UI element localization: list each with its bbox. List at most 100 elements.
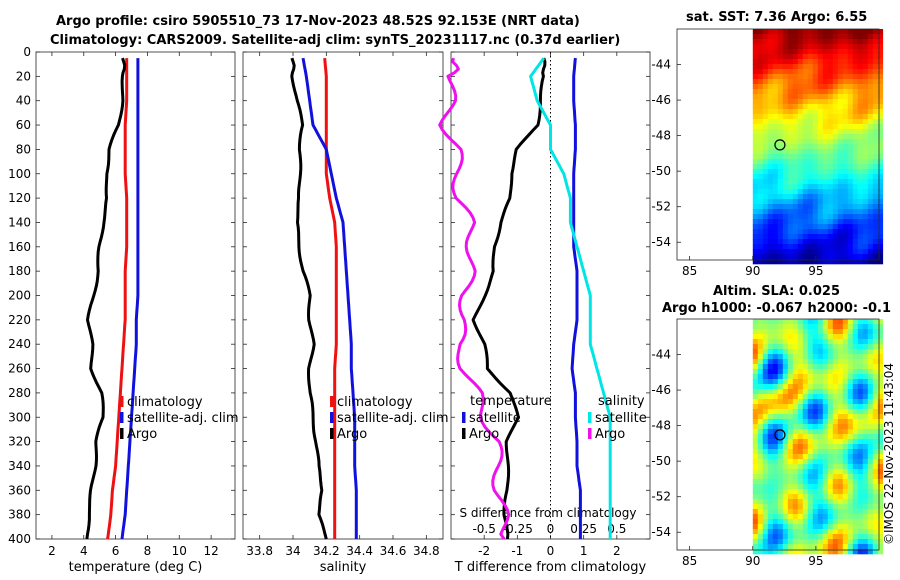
map-cell (792, 319, 799, 325)
map-cell (872, 169, 879, 175)
map-cell (862, 219, 869, 225)
map-cell (777, 159, 784, 165)
map-cell (782, 504, 789, 510)
map-cell (812, 329, 819, 335)
map-cell (762, 134, 769, 140)
map-cell (832, 159, 839, 165)
map-cell (752, 84, 759, 90)
map-cell (777, 334, 784, 340)
map-cell (847, 334, 854, 340)
map-cell (827, 259, 834, 265)
map-cell (802, 504, 809, 510)
map-cell (772, 234, 779, 240)
map-cell (867, 444, 874, 450)
map-cell (767, 424, 774, 430)
map-cell (772, 219, 779, 225)
map-cell (817, 519, 824, 525)
map-cell (812, 239, 819, 245)
map-cell (862, 234, 869, 240)
map-cell (862, 34, 869, 40)
map-lat-tick-label: -44 (651, 348, 671, 362)
map-cell (807, 164, 814, 170)
map-cell (772, 409, 779, 415)
map-cell (787, 489, 794, 495)
map-cell (762, 99, 769, 105)
map-cell (817, 444, 824, 450)
map-cell (862, 79, 869, 85)
map-cell (782, 459, 789, 465)
map-cell (872, 94, 879, 100)
map-cell (862, 479, 869, 485)
map-cell (772, 169, 779, 175)
map-cell (802, 239, 809, 245)
map-cell (752, 149, 759, 155)
map-cell (847, 144, 854, 150)
map-cell (822, 214, 829, 220)
map-cell (837, 174, 844, 180)
map-cell (807, 524, 814, 530)
map-cell (787, 199, 794, 205)
map-cell (792, 74, 799, 80)
map-cell (752, 254, 759, 260)
map-cell (807, 124, 814, 130)
map-cell (762, 394, 769, 400)
map-cell (817, 109, 824, 115)
map-cell (837, 164, 844, 170)
map-cell (862, 194, 869, 200)
map-cell (797, 39, 804, 45)
map-cell (787, 179, 794, 185)
map-cell (817, 439, 824, 445)
map-cell (852, 224, 859, 230)
map-cell (812, 539, 819, 545)
map-cell (877, 319, 884, 325)
map-cell (822, 234, 829, 240)
map-cell (802, 144, 809, 150)
map-lat-tick-label: -48 (651, 129, 671, 143)
map-cell (832, 204, 839, 210)
map-cell (847, 79, 854, 85)
map-cell (872, 454, 879, 460)
map-cell (832, 354, 839, 360)
map-cell (752, 249, 759, 255)
map-cell (867, 509, 874, 515)
map-cell (767, 549, 774, 555)
map-cell (877, 99, 884, 105)
map-cell (867, 374, 874, 380)
map-cell (767, 189, 774, 195)
map-cell (802, 64, 809, 70)
map-cell (842, 84, 849, 90)
map-cell (757, 509, 764, 515)
map-cell (852, 179, 859, 185)
map-cell (857, 329, 864, 335)
map-cell (842, 164, 849, 170)
map-cell (787, 384, 794, 390)
map-cell (762, 154, 769, 160)
map-cell (832, 544, 839, 550)
map-cell (787, 389, 794, 395)
map-cell (777, 104, 784, 110)
main-title-line1: Argo profile: csiro 5905510_73 17-Nov-20… (56, 14, 580, 29)
map-cell (852, 214, 859, 220)
map-cell (862, 484, 869, 490)
map-cell (847, 459, 854, 465)
map-cell (817, 539, 824, 545)
map-cell (777, 89, 784, 95)
map-cell (792, 379, 799, 385)
map-cell (797, 409, 804, 415)
map-cell (822, 129, 829, 135)
map-cell (812, 74, 819, 80)
map-cell (822, 349, 829, 355)
temp-legend-swatch (120, 412, 124, 423)
map-cell (752, 539, 759, 545)
imos-stamp: ©IMOS 22-Nov-2023 11:43:04 (882, 363, 896, 545)
map-cell (837, 489, 844, 495)
map-cell (827, 344, 834, 350)
map-cell (827, 54, 834, 60)
map-cell (772, 329, 779, 335)
map-cell (752, 344, 759, 350)
map-cell (757, 159, 764, 165)
map-cell (792, 449, 799, 455)
map-cell (757, 179, 764, 185)
map-cell (867, 149, 874, 155)
map-cell (792, 464, 799, 470)
